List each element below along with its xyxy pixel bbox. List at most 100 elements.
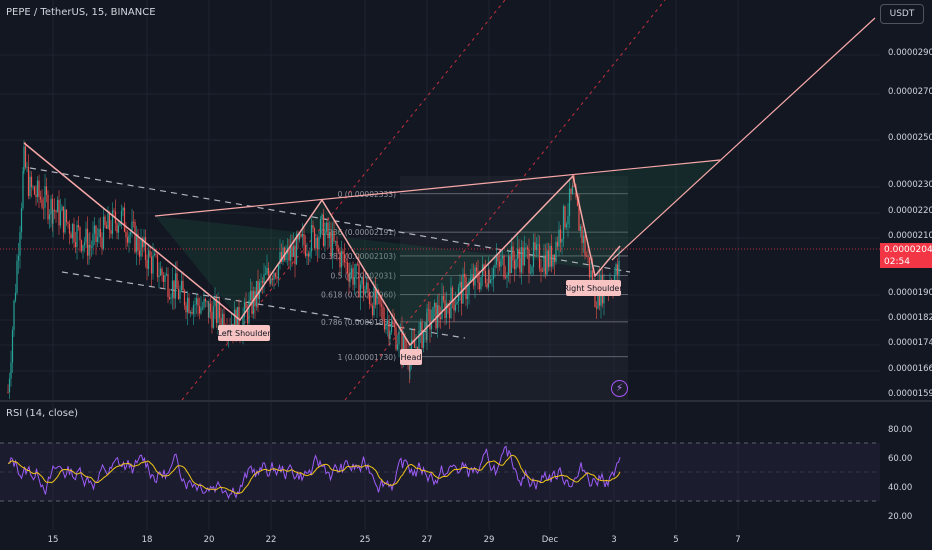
candle-body [212, 306, 215, 328]
candle-body [454, 304, 457, 311]
candle-body [355, 263, 357, 277]
rsi-moving-average [7, 454, 621, 494]
candle-body [147, 250, 150, 269]
candle-body [540, 268, 542, 272]
candle-body [110, 230, 112, 234]
candle-body [410, 339, 413, 358]
candle-body [201, 307, 204, 309]
candle-body [380, 304, 383, 307]
candle-body [88, 244, 90, 256]
candle-body [111, 210, 114, 234]
candle-body [198, 305, 201, 314]
candle-body [19, 231, 21, 256]
candle-body [534, 242, 536, 251]
candle-body [48, 214, 51, 220]
candle-body [463, 274, 466, 278]
candle-body [153, 253, 156, 256]
candle-body [274, 273, 277, 278]
symbol-title[interactable]: PEPE / TetherUS, 15, BINANCE [6, 7, 156, 18]
candle-body [342, 251, 344, 254]
currency-unit-button[interactable]: USDT [880, 4, 924, 24]
rsi-indicator-title[interactable]: RSI (14, close) [6, 408, 79, 419]
candle-body [390, 321, 393, 333]
time-axis[interactable]: 15 18 20 22 25 27 29 Dec 3 5 7 [48, 535, 741, 545]
fib-level-label: 0.382 (0.00002103) [321, 252, 396, 261]
rsi-axis[interactable]: 80.00 60.00 40.00 20.00 [888, 425, 912, 522]
candle-body [538, 244, 541, 269]
candle-body [451, 287, 454, 301]
candle-body [489, 279, 492, 283]
candle-body [433, 302, 436, 308]
candle-body [149, 250, 151, 257]
candle-body [36, 180, 39, 197]
candle-body [495, 256, 498, 265]
candle-body [522, 247, 524, 266]
candle-body [8, 378, 11, 393]
candle-body [558, 229, 560, 247]
candle-body [398, 331, 400, 345]
candle-body [561, 239, 563, 243]
time-axis-label: 27 [422, 535, 433, 545]
candle-body [260, 281, 262, 282]
candle-body [424, 321, 426, 331]
candle-body [288, 247, 290, 261]
candle-body [211, 311, 213, 328]
candle-body [146, 259, 148, 269]
lightning-icon[interactable]: ⚡ [611, 380, 628, 397]
candle-body [438, 305, 440, 318]
candle-body [559, 229, 562, 243]
candle-body [263, 274, 265, 284]
candle-body [83, 242, 86, 246]
candle-body [68, 223, 71, 234]
candle-body [421, 321, 423, 348]
candle-body [535, 244, 538, 251]
candle-body [532, 242, 535, 267]
candle-body [427, 308, 430, 310]
candle-body [306, 253, 308, 256]
candle-body [10, 362, 12, 379]
candle-body [203, 298, 205, 308]
candle-body [67, 222, 69, 224]
candle-body [471, 274, 473, 279]
candle-body [246, 308, 249, 324]
candle-body [453, 300, 455, 311]
time-axis-label: 5 [673, 535, 678, 545]
candle-body [541, 271, 544, 273]
candle-body [53, 210, 56, 212]
candle-body [206, 301, 208, 303]
candle-body [531, 266, 533, 273]
candle-body [38, 180, 40, 197]
candle-body [29, 176, 31, 197]
candle-body [448, 308, 451, 319]
candle-body [466, 293, 469, 299]
candle-body [537, 244, 539, 246]
candle-body [270, 278, 272, 284]
candle-body [345, 262, 347, 263]
candle-body [484, 271, 487, 284]
candle-body [303, 234, 305, 245]
candle-body [615, 264, 617, 276]
candle-body [122, 207, 124, 211]
candle-body [501, 255, 504, 259]
candle-body [191, 312, 193, 314]
candle-body [498, 261, 501, 267]
candle-body [126, 237, 129, 243]
candle-body [65, 209, 68, 223]
candle-body [101, 237, 103, 249]
candle-body [373, 286, 375, 316]
candle-body [333, 230, 335, 242]
candle-body [243, 301, 246, 318]
candle-body [58, 199, 60, 226]
candle-body [570, 188, 572, 194]
candle-body [177, 288, 180, 300]
candle-body [587, 256, 589, 258]
candle-body [529, 272, 532, 274]
candle-body [294, 245, 296, 265]
candle-body [11, 330, 14, 363]
